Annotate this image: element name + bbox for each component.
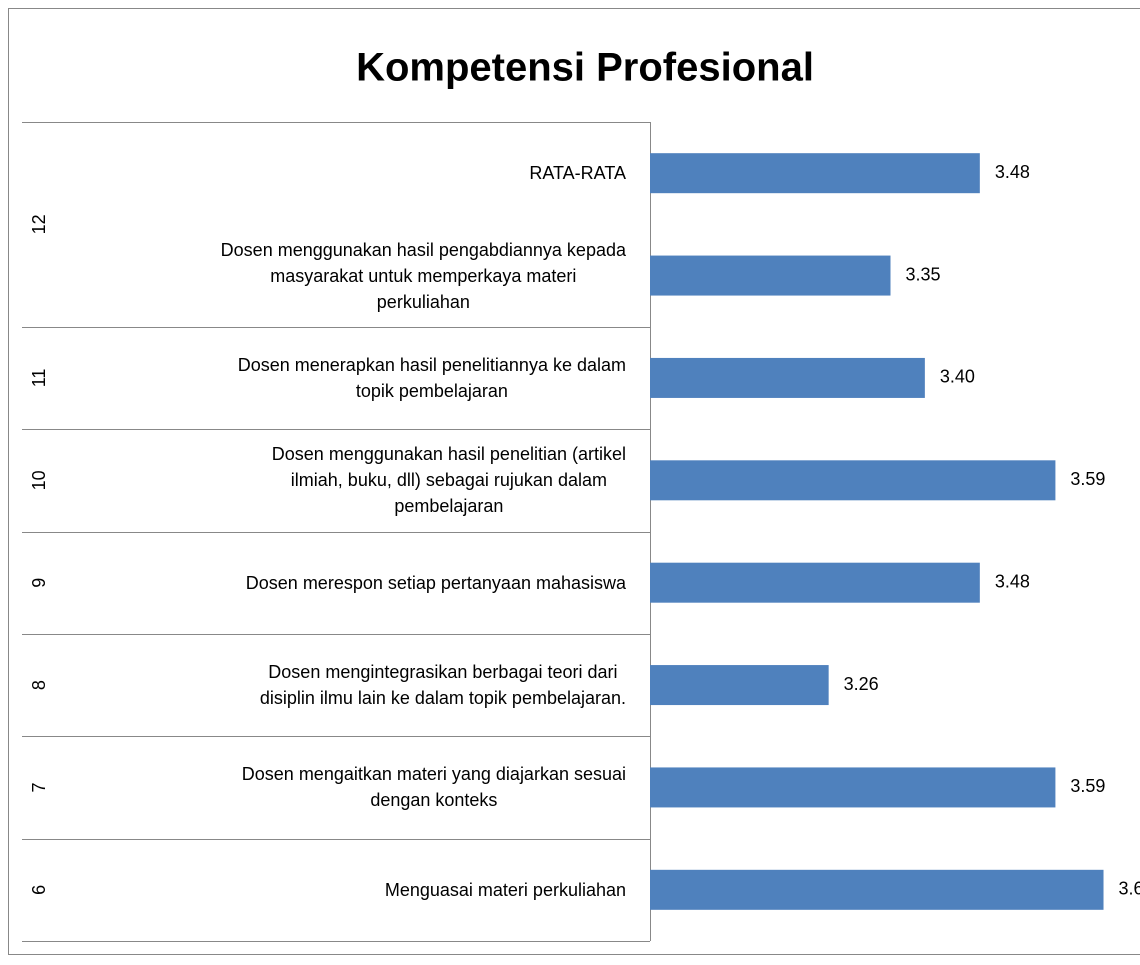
bar — [650, 869, 1104, 910]
chart-border — [8, 8, 1140, 955]
category-label-box: Dosen mengaitkan materi yang diajarkan s… — [70, 736, 626, 838]
group-label: 9 — [29, 578, 49, 588]
category-label: Menguasai materi perkuliahan — [384, 879, 626, 900]
value-label: 3.66 — [1119, 879, 1140, 899]
category-label: RATA-RATA — [529, 163, 626, 184]
category-label: Dosen menerapkan hasil penelitiannya ke … — [237, 354, 626, 401]
category-label-box: Dosen mengintegrasikan berbagai teori da… — [70, 634, 626, 736]
group-label: 6 — [29, 885, 49, 895]
category-label-box: Dosen menggunakan hasil penelitian (arti… — [70, 429, 626, 531]
bar — [650, 357, 925, 398]
category-label-box: Dosen menggunakan hasil pengabdiannya ke… — [70, 224, 626, 326]
chart-title: Kompetensi Profesional — [356, 46, 814, 90]
group-label: 8 — [29, 680, 49, 690]
category-label: Dosen menggunakan hasil penelitian (arti… — [271, 444, 626, 517]
category-label: Dosen merespon setiap pertanyaan mahasis… — [245, 572, 626, 593]
group-label: 7 — [29, 782, 49, 792]
bar — [650, 460, 1056, 501]
category-label: Dosen menggunakan hasil pengabdiannya ke… — [220, 239, 626, 312]
bar — [650, 255, 891, 296]
value-label: 3.35 — [906, 264, 941, 284]
bar — [650, 562, 980, 603]
bar — [650, 153, 980, 194]
value-label: 3.26 — [844, 674, 879, 694]
value-label: 3.48 — [995, 162, 1030, 182]
category-label-box: Menguasai materi perkuliahan — [70, 839, 626, 941]
bar — [650, 665, 829, 706]
value-label: 3.59 — [1070, 776, 1105, 796]
value-label: 3.59 — [1070, 469, 1105, 489]
category-label-box: Dosen merespon setiap pertanyaan mahasis… — [70, 532, 626, 634]
category-label: Dosen mengaitkan materi yang diajarkan s… — [241, 764, 626, 811]
value-label: 3.48 — [995, 571, 1030, 591]
value-label: 3.40 — [940, 367, 975, 387]
group-label: 10 — [29, 470, 49, 490]
category-label: Dosen mengintegrasikan berbagai teori da… — [259, 662, 626, 709]
category-label-box: RATA-RATA — [70, 122, 626, 224]
group-label: 12 — [29, 214, 49, 234]
group-label: 11 — [29, 369, 49, 388]
category-label-box: Dosen menerapkan hasil penelitiannya ke … — [70, 327, 626, 429]
bar — [650, 767, 1056, 808]
